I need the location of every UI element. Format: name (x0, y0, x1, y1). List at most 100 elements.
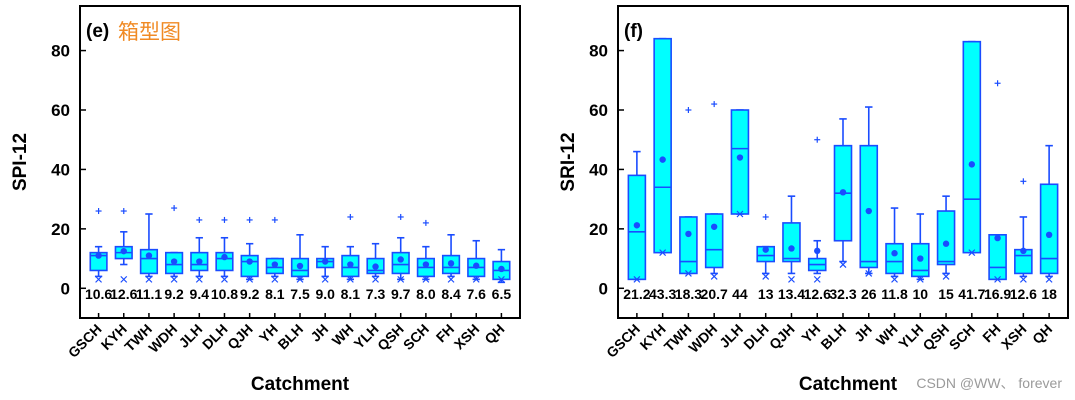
min-marker-f (813, 275, 821, 283)
value-label-f: 15 (938, 286, 954, 302)
value-label-f: 13 (758, 286, 774, 302)
value-label-e: 8.1 (341, 286, 361, 302)
min-marker-e (472, 275, 480, 283)
x-category-label-e: YLH (351, 321, 382, 352)
value-label-f: 26 (861, 286, 877, 302)
box-f-qsh (936, 210, 956, 266)
mean-point-e (296, 262, 304, 270)
box-f-wdh (704, 213, 724, 269)
x-category-label-f: SCH (946, 321, 978, 353)
box-f-wh (885, 242, 904, 275)
x-category-label-f: QJH (766, 321, 798, 353)
min-marker-e (195, 275, 203, 283)
mean-point-e (447, 260, 455, 267)
min-marker-f (968, 249, 976, 257)
min-marker-f (865, 270, 873, 277)
min-marker-f (1045, 275, 1053, 283)
mean-point-e (95, 252, 102, 259)
mean-point-f (1045, 231, 1053, 238)
min-marker-f (1019, 275, 1027, 283)
min-marker-f (839, 261, 847, 268)
mean-point-e (321, 258, 329, 265)
value-label-f: 21.2 (623, 286, 650, 302)
min-marker-f (994, 275, 1002, 283)
min-marker-f (916, 275, 924, 283)
mean-point-f (865, 207, 872, 215)
min-marker-f (942, 272, 950, 280)
box-f-sch (962, 40, 982, 254)
mean-point-e (120, 247, 127, 255)
y-tick-label-e: 60 (51, 101, 70, 120)
min-marker-e (296, 275, 304, 283)
value-label-e: 8.1 (265, 286, 285, 302)
min-marker-e (120, 275, 128, 283)
box-f-qjh (782, 222, 801, 263)
mean-point-f (917, 255, 924, 262)
mean-point-f (994, 234, 1001, 242)
min-marker-f (788, 275, 795, 283)
value-label-e: 7.3 (366, 286, 386, 302)
mean-point-e (422, 261, 430, 268)
mean-point-f (891, 250, 898, 257)
y-tick-label-f: 60 (589, 101, 608, 120)
min-marker-f (762, 272, 770, 280)
mean-point-e (397, 256, 404, 263)
min-marker-e (321, 275, 329, 283)
mean-point-e (221, 253, 228, 261)
value-label-f: 12.6 (804, 286, 831, 302)
box-e-qsh (391, 251, 410, 275)
min-marker-e (246, 275, 254, 283)
mean-point-f (839, 189, 847, 196)
value-label-e: 8.0 (416, 286, 436, 302)
min-marker-e (447, 275, 455, 283)
value-label-e: 9.0 (315, 286, 335, 302)
value-label-f: 12.6 (1010, 286, 1037, 302)
mean-point-e (196, 258, 203, 265)
mean-point-f (814, 247, 821, 255)
x-category-label-e: QSH (374, 321, 407, 354)
box-f-fh (988, 234, 1007, 281)
x-category-label-f: WH (873, 321, 901, 349)
y-tick-label-e: 80 (51, 42, 70, 61)
x-category-label-e: WDH (145, 321, 180, 356)
y-tick-label-e: 40 (51, 160, 70, 179)
watermark-text: CSDN @WW、 forever (916, 375, 1062, 391)
y-axis-title-f: SRI-12 (558, 132, 579, 191)
x-category-label-f: KYH (637, 321, 669, 353)
x-category-label-f: JLH (716, 321, 746, 351)
min-marker-f (633, 275, 641, 283)
x-category-label-f: YLH (895, 321, 926, 352)
panel-f: (f) SRI-12 Catchment 02040608021.2GSCH43… (558, 5, 1069, 395)
value-label-f: 44 (732, 286, 748, 302)
mean-point-e (271, 261, 279, 268)
min-marker-e (422, 275, 430, 283)
mean-point-e (347, 261, 354, 268)
mean-point-f (736, 154, 744, 161)
x-category-label-f: DLH (740, 321, 772, 353)
y-axis-title-e: SPI-12 (10, 133, 31, 191)
value-label-f: 16.9 (984, 286, 1011, 302)
y-tick-label-e: 0 (61, 279, 70, 298)
x-category-label-f: JH (851, 321, 875, 345)
box-f-jh (859, 144, 879, 269)
x-category-label-e: JLH (175, 321, 205, 351)
x-category-label-f: WDH (685, 321, 720, 356)
x-category-label-e: JH (307, 321, 331, 345)
x-category-label-e: SCH (400, 321, 432, 353)
x-category-label-f: QH (1029, 321, 1055, 347)
value-label-e: 7.6 (467, 286, 487, 302)
box-e-twh (139, 248, 159, 275)
value-label-e: 10.6 (85, 286, 112, 302)
min-marker-f (684, 270, 692, 277)
min-marker-e (346, 275, 354, 283)
box-f-jlh (730, 109, 750, 215)
panel-tag-e: (e) (86, 21, 109, 42)
value-label-e: 8.4 (441, 286, 461, 302)
value-label-e: 9.2 (164, 286, 184, 302)
value-label-e: 10.8 (211, 286, 238, 302)
y-tick-label-f: 20 (589, 220, 608, 239)
mean-point-f (685, 230, 692, 238)
mean-point-f (968, 161, 976, 168)
panel-title-e: 箱型图 (118, 21, 181, 44)
